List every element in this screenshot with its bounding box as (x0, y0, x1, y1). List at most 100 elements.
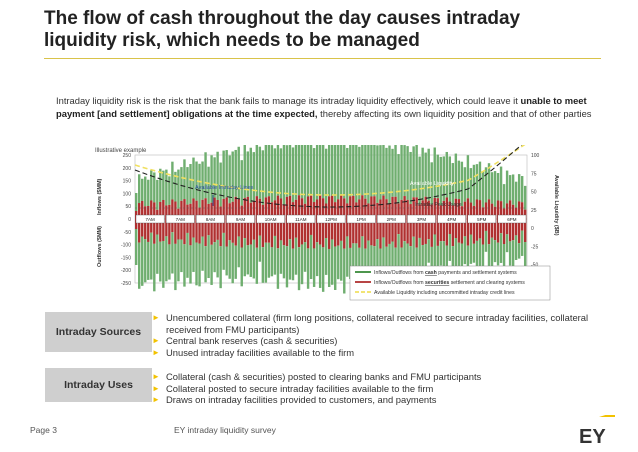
securities-inflow-bar (180, 200, 183, 219)
cash-outflow-bar (276, 248, 280, 289)
cash-outflow-bar (195, 242, 198, 286)
cash-inflow-bar (138, 174, 141, 204)
cash-inflow-bar (321, 145, 325, 199)
securities-inflow-bar (153, 202, 156, 219)
intro-text-2: thereby affecting its own liquidity posi… (317, 107, 592, 119)
securities-outflow-bar (285, 219, 289, 247)
cash-outflow-bar (279, 240, 283, 274)
legend-entry: Inflows/Outflows from cash payments and … (374, 270, 517, 276)
cash-outflow-bar (249, 244, 252, 277)
securities-inflow-bar (273, 200, 277, 219)
right-axis-label: Available Liquidity ($B) (553, 175, 559, 236)
securities-inflow-bar (430, 204, 433, 219)
cash-inflow-bar (487, 163, 491, 200)
securities-inflow-bar (472, 205, 476, 219)
cash-inflow-bar (394, 145, 397, 197)
cash-inflow-bar (291, 147, 295, 203)
securities-outflow-bar (415, 219, 418, 248)
cash-inflow-bar (484, 167, 488, 203)
securities-outflow-bar (406, 219, 409, 244)
cash-inflow-bar (469, 168, 473, 203)
cash-inflow-bar (276, 145, 280, 196)
securities-outflow-bar (273, 219, 277, 236)
securities-outflow-bar (466, 219, 470, 246)
illustrative-label: Illustrative example (95, 148, 147, 154)
cash-inflow-bar (225, 150, 228, 198)
cash-outflow-bar (403, 241, 406, 273)
securities-outflow-bar (270, 219, 274, 248)
cash-inflow-bar (261, 150, 265, 205)
cash-inflow-bar (168, 176, 171, 205)
cash-outflow-bar (460, 243, 464, 267)
cash-inflow-bar (156, 179, 159, 210)
securities-inflow-bar (201, 199, 204, 219)
securities-outflow-bar (237, 219, 240, 237)
securities-outflow-bar (276, 219, 280, 249)
cash-outflow-bar (246, 245, 249, 275)
sources-item: Unencumbered collateral (firm long posit… (152, 312, 622, 335)
left-tick-label: -150 (121, 255, 131, 261)
sources-item: Unused intraday facilities available to … (152, 347, 622, 359)
legend-emphasis: cash (425, 270, 437, 276)
cash-outflow-bar (475, 240, 479, 270)
page-title: The flow of cash throughout the day caus… (44, 8, 604, 52)
securities-inflow-bar (367, 203, 370, 219)
cash-outflow-bar (300, 244, 304, 285)
cash-outflow-bar (189, 245, 192, 284)
securities-inflow-bar (216, 199, 219, 219)
securities-outflow-bar (511, 219, 515, 241)
cash-outflow-bar (331, 239, 334, 285)
securities-inflow-bar (285, 196, 289, 219)
securities-inflow-bar (376, 202, 379, 219)
cash-inflow-bar (433, 147, 436, 198)
cash-inflow-bar (376, 145, 379, 203)
cash-inflow-bar (454, 153, 458, 199)
time-box (196, 214, 225, 224)
cash-inflow-bar (361, 145, 364, 196)
securities-outflow-bar (162, 219, 165, 241)
cash-inflow-bar (466, 155, 470, 199)
securities-inflow-bar (222, 198, 225, 219)
securities-inflow-bar (183, 199, 186, 219)
cash-outflow-bar (294, 237, 298, 275)
intraday-sources-list: Unencumbered collateral (firm long posit… (152, 312, 622, 358)
cash-outflow-bar (162, 240, 165, 288)
securities-outflow-bar (436, 219, 439, 246)
securities-outflow-bar (225, 219, 228, 247)
cash-inflow-bar (349, 145, 352, 197)
cash-inflow-bar (285, 145, 289, 197)
securities-inflow-bar (294, 199, 298, 219)
securities-inflow-bar (291, 202, 295, 219)
cash-inflow-bar (267, 145, 271, 197)
cash-outflow-bar (337, 245, 340, 280)
securities-inflow-bar (312, 202, 316, 219)
securities-outflow-bar (171, 219, 174, 233)
securities-outflow-bar (424, 219, 427, 244)
cash-inflow-bar (364, 145, 367, 199)
securities-outflow-bar (370, 219, 373, 246)
securities-inflow-bar (448, 201, 452, 219)
logo-beam-icon (599, 415, 615, 417)
securities-outflow-bar (478, 219, 482, 239)
cash-inflow-bar (508, 175, 512, 201)
cash-inflow-bar (397, 154, 400, 204)
securities-outflow-bar (361, 219, 364, 237)
logo-text: EY (579, 426, 606, 447)
left-tick-label: -50 (124, 230, 131, 236)
cash-outflow-bar (180, 239, 183, 273)
securities-outflow-bar (267, 219, 271, 243)
cash-outflow-bar (198, 243, 201, 287)
cash-inflow-bar (412, 146, 415, 198)
cash-inflow-bar (358, 146, 361, 200)
cash-inflow-bar (171, 161, 174, 200)
cash-outflow-bar (192, 237, 195, 272)
securities-outflow-bar (318, 219, 322, 245)
securities-outflow-bar (153, 219, 156, 244)
time-box (346, 214, 376, 224)
securities-outflow-bar (198, 219, 201, 244)
cash-inflow-bar (355, 145, 358, 203)
cash-inflow-bar (421, 147, 424, 201)
cash-inflow-bar (174, 171, 177, 202)
cash-inflow-bar (315, 145, 319, 200)
cash-outflow-bar (373, 246, 376, 282)
